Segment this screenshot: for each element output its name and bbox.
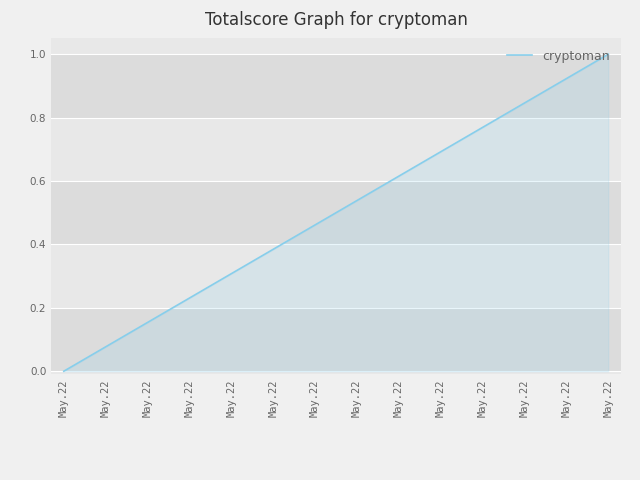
- cryptoman: [563, 76, 570, 82]
- cryptoman: [102, 344, 109, 350]
- cryptoman: [437, 149, 445, 155]
- Line: cryptoman: cryptoman: [64, 54, 608, 371]
- Bar: [51, 371, 621, 374]
- cryptoman: [479, 124, 486, 130]
- Bar: [51, 244, 621, 308]
- cryptoman: [395, 173, 403, 179]
- cryptoman: [604, 51, 612, 57]
- cryptoman: [60, 368, 68, 374]
- cryptoman: [227, 271, 235, 276]
- cryptoman: [186, 295, 193, 301]
- Bar: [51, 181, 621, 244]
- cryptoman: [311, 222, 319, 228]
- Bar: [51, 308, 621, 371]
- cryptoman: [520, 100, 528, 106]
- Bar: [51, 118, 621, 181]
- Title: Totalscore Graph for cryptoman: Totalscore Graph for cryptoman: [205, 11, 467, 28]
- cryptoman: [144, 320, 152, 325]
- cryptoman: [269, 246, 277, 252]
- Legend: cryptoman: cryptoman: [502, 45, 614, 68]
- Bar: [51, 54, 621, 118]
- cryptoman: [353, 198, 361, 204]
- Bar: [51, 38, 621, 54]
